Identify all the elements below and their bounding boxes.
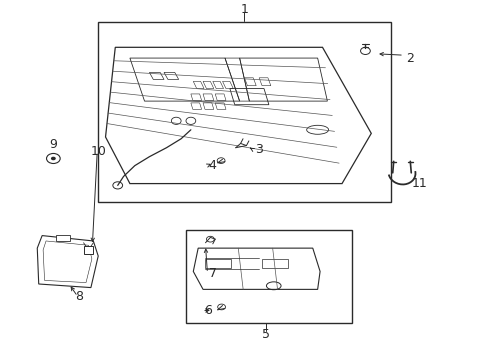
Text: 3: 3 — [255, 143, 263, 156]
Text: 10: 10 — [90, 145, 106, 158]
Bar — [83, 246, 93, 253]
Bar — [185, 230, 351, 323]
Text: 6: 6 — [203, 305, 211, 318]
Text: 2: 2 — [406, 51, 413, 64]
Text: 9: 9 — [49, 138, 57, 150]
Bar — [204, 259, 231, 268]
Text: 5: 5 — [262, 328, 270, 341]
Text: 7: 7 — [208, 267, 216, 280]
Bar — [56, 234, 70, 241]
Bar — [261, 259, 288, 268]
Text: 1: 1 — [240, 3, 248, 16]
Text: 11: 11 — [411, 177, 427, 190]
Circle shape — [51, 157, 56, 160]
Text: 8: 8 — [75, 290, 82, 303]
Text: 4: 4 — [208, 159, 216, 172]
Bar — [98, 22, 390, 202]
